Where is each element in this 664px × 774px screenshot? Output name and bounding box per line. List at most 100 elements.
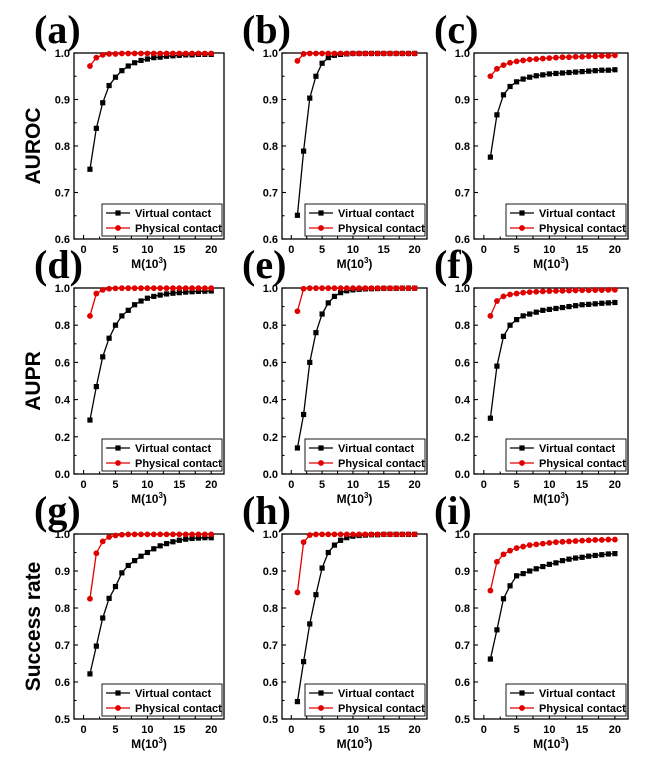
point-h-1-17	[399, 531, 406, 538]
point-b-1-3	[313, 50, 319, 57]
legend-label-i-1: Physical contact	[539, 703, 626, 715]
point-c-1-0	[487, 73, 494, 80]
point-g-1-4	[112, 532, 119, 539]
ytick-label-c-2: 0.8	[455, 141, 470, 153]
point-c-1-14	[579, 53, 586, 60]
ytick-label-b-0: 0.6	[263, 234, 278, 246]
point-b-0-2	[307, 95, 313, 101]
series-line-d-0	[89, 290, 212, 421]
legend-box-b	[304, 203, 426, 237]
point-d-0-3	[106, 335, 112, 341]
point-c-0-4	[513, 79, 520, 85]
ytick-label-f-3: 0.6	[455, 357, 470, 369]
point-c-1-5	[520, 57, 527, 64]
point-i-0-15	[586, 553, 592, 559]
point-i-0-19	[612, 551, 618, 557]
xtick-label-a-2: 10	[141, 244, 153, 256]
point-d-0-7	[132, 302, 138, 308]
point-e-0-0	[294, 445, 301, 451]
point-c-1-2	[500, 62, 507, 68]
xtick-label-h-0: 0	[288, 724, 294, 736]
xtick-label-c-4: 20	[609, 244, 621, 256]
point-e-1-11	[362, 285, 369, 292]
point-i-1-3	[507, 547, 513, 554]
point-h-0-5	[325, 549, 331, 556]
legend-box-i	[505, 683, 627, 717]
point-c-0-7	[533, 73, 539, 79]
panel-i: (i) 0.5 0.6 0.7 0.8 0.9 1.0 0 5 10 15 20 M(103) Virtu…	[434, 488, 629, 751]
point-b-1-2	[306, 50, 313, 57]
xlabel-h: M(103)	[337, 736, 373, 751]
point-c-0-3	[507, 83, 513, 90]
point-a-0-2	[100, 100, 106, 106]
panel-d: (d) 0.0 0.2 0.4 0.6 0.8 1.0 0 5 10 15 20 M(103) AUPR V…	[22, 242, 225, 506]
legend-label-a-0: Virtual contact	[135, 208, 212, 220]
point-f-0-9	[546, 306, 552, 312]
point-f-1-9	[546, 288, 553, 295]
point-d-0-0	[87, 417, 93, 423]
xtick-label-i-2: 10	[543, 724, 555, 736]
point-e-0-1	[300, 411, 307, 418]
point-d-1-3	[106, 285, 113, 292]
point-i-0-17	[599, 552, 605, 558]
point-e-0-4	[319, 311, 325, 317]
ytick-label-c-4: 1.0	[455, 48, 470, 60]
ytick-label-i-0: 0.5	[455, 714, 470, 726]
point-f-0-2	[500, 333, 507, 339]
point-g-1-3	[106, 534, 113, 540]
panel-a: (a) 0.6 0.7 0.8 0.9 1.0 0 5 10 15 20 M(103) AUROC Vir…	[22, 7, 225, 271]
panel-label-b: (b)	[242, 7, 291, 52]
legend-marker-e-1	[318, 460, 324, 466]
series-line-f-0	[489, 301, 615, 419]
point-g-1-15	[182, 531, 189, 538]
series-line-a-0	[89, 53, 212, 170]
point-h-1-4	[319, 531, 326, 538]
point-i-1-17	[598, 537, 605, 543]
point-i-0-8	[540, 563, 546, 570]
xtick-label-f-1: 5	[514, 479, 520, 491]
xtick-label-c-3: 15	[576, 244, 588, 256]
point-f-0-3	[507, 322, 513, 328]
point-b-1-17	[399, 50, 406, 57]
point-f-1-6	[526, 289, 533, 295]
point-c-1-15	[585, 53, 592, 60]
point-d-1-17	[195, 285, 202, 292]
legend-marker-h-1	[318, 705, 324, 711]
point-g-0-17	[195, 535, 202, 541]
point-e-1-12	[368, 285, 375, 292]
legend-marker-f-1	[519, 460, 525, 466]
xtick-label-b-0: 0	[288, 244, 294, 256]
legend-marker-h-0	[318, 690, 324, 696]
legend-box-g	[101, 683, 223, 717]
point-g-0-4	[112, 583, 119, 590]
xtick-label-i-4: 20	[609, 724, 621, 736]
point-a-1-9	[144, 50, 151, 57]
point-a-0-6	[125, 63, 131, 69]
ytick-label-i-4: 0.9	[455, 566, 470, 578]
point-b-1-9	[350, 50, 356, 57]
point-f-1-2	[500, 293, 507, 300]
xtick-label-f-0: 0	[481, 479, 487, 491]
legend-marker-c-0	[519, 210, 525, 216]
point-a-1-15	[182, 50, 189, 57]
point-h-1-13	[374, 531, 381, 538]
ytick-label-a-4: 1.0	[55, 48, 70, 60]
point-f-1-3	[507, 291, 513, 298]
xlabel-e: M(103)	[337, 491, 373, 506]
point-g-0-1	[93, 643, 99, 649]
point-b-1-15	[387, 50, 393, 57]
point-f-1-4	[513, 290, 520, 297]
point-g-1-19	[208, 531, 215, 538]
point-g-0-3	[106, 595, 112, 601]
point-a-1-18	[201, 50, 208, 57]
point-c-1-3	[507, 59, 513, 66]
point-c-0-1	[494, 112, 500, 118]
point-d-1-5	[118, 285, 125, 292]
point-f-1-7	[533, 288, 540, 295]
point-a-0-11	[157, 54, 163, 60]
ytick-label-d-3: 0.6	[55, 357, 70, 369]
point-h-0-6	[331, 542, 338, 548]
legend-box-e	[304, 438, 426, 472]
point-e-0-6	[331, 293, 338, 299]
series-line-h-0	[296, 533, 415, 702]
